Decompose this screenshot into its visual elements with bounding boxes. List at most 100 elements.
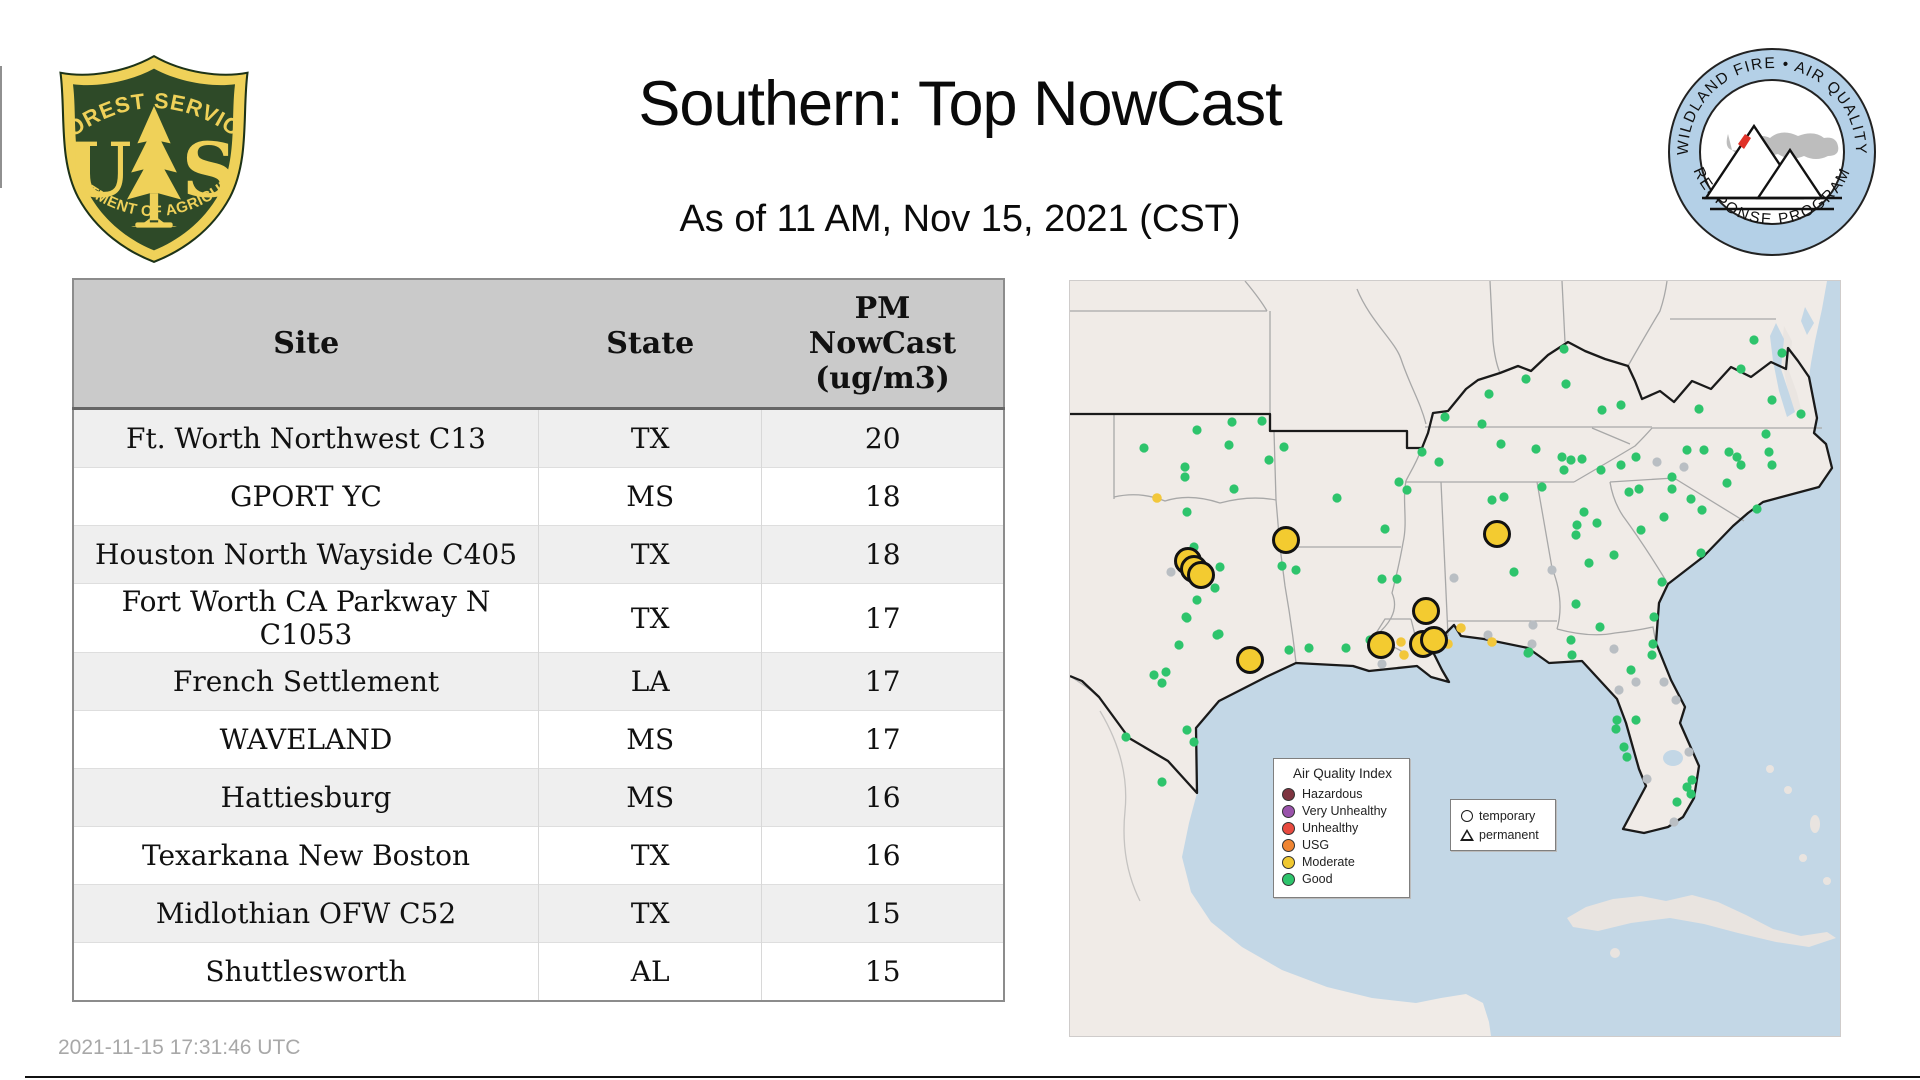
good-monitor-dot [1557,452,1567,462]
good-monitor-dot [1682,445,1692,455]
good-monitor-dot [1214,629,1224,639]
state-cell: MS [537,467,762,526]
moderate-permanent-monitor-dot [1396,637,1406,647]
good-monitor-dot [1380,524,1390,534]
good-monitor-dot [1619,742,1629,752]
good-monitor-dot [1121,732,1131,742]
inactive-monitor-dot [1609,644,1619,654]
site-cell: Midlothian OFW C52 [73,884,539,943]
good-monitor-dot [1659,512,1669,522]
good-monitor-dot [1182,725,1192,735]
bottom-rule [25,1076,1920,1078]
state-cell: TX [537,826,762,885]
moderate-temporary-monitor-circle [1367,631,1395,659]
legend-swatch-icon [1282,804,1295,818]
value-cell: 16 [761,826,1004,885]
value-cell: 16 [761,768,1004,827]
good-monitor-dot [1567,650,1577,660]
good-monitor-dot [1732,452,1742,462]
generated-timestamp: 2021-11-15 17:31:46 UTC [58,1036,301,1059]
aqi-map: Air Quality Index Hazardous Very Unhealth… [1069,280,1841,1037]
good-monitor-dot [1584,558,1594,568]
table-row: Shuttlesworth AL 15 [73,942,1004,1001]
value-cell: 17 [761,652,1004,711]
table-row: Fort Worth CA Parkway N C1053 TX 17 [73,583,1004,653]
legend-swatch-icon [1282,872,1295,886]
good-monitor-dot [1631,715,1641,725]
inactive-monitor-dot [1527,639,1537,649]
cuba-and-islands [1567,326,1836,958]
good-monitor-dot [1749,335,1759,345]
good-monitor-dot [1224,440,1234,450]
inactive-monitor-dot [1614,685,1624,695]
site-cell: Ft. Worth Northwest C13 [73,408,539,468]
good-monitor-dot [1180,472,1190,482]
good-monitor-dot [1647,650,1657,660]
legend-item: USG [1282,838,1403,852]
state-cell: MS [537,768,762,827]
lake-okeechobee [1663,750,1683,766]
site-cell: Hattiesburg [73,768,539,827]
legend-item: Very Unhealthy [1282,804,1403,818]
forest-service-shield-icon: FOREST SERVICE U S DEPARTMENT OF AGRICUL… [42,32,249,263]
site-cell: Texarkana New Boston [73,826,539,885]
good-monitor-dot [1484,389,1494,399]
good-monitor-dot [1227,417,1237,427]
value-cell: 17 [761,710,1004,769]
good-monitor-dot [1392,574,1402,584]
forest-service-logo: FOREST SERVICE U S DEPARTMENT OF AGRICUL… [42,32,258,271]
good-monitor-dot [1417,447,1427,457]
good-monitor-dot [1736,364,1746,374]
good-monitor-dot [1736,460,1746,470]
moderate-temporary-monitor-circle [1412,597,1440,625]
good-monitor-dot [1686,494,1696,504]
good-monitor-dot [1595,622,1605,632]
good-monitor-dot [1648,639,1658,649]
good-monitor-dot [1139,443,1149,453]
inactive-monitor-dot [1652,457,1662,467]
good-monitor-dot [1624,487,1634,497]
aqi-map-canvas [1070,281,1840,1036]
good-monitor-dot [1667,484,1677,494]
good-monitor-dot [1616,460,1626,470]
good-monitor-dot [1561,379,1571,389]
good-monitor-dot [1509,567,1519,577]
good-monitor-dot [1667,472,1677,482]
good-monitor-dot [1764,447,1774,457]
good-monitor-dot [1264,455,1274,465]
good-monitor-dot [1499,492,1509,502]
good-monitor-dot [1189,737,1199,747]
state-cell: TX [537,525,762,584]
site-cell: French Settlement [73,652,539,711]
good-monitor-dot [1402,485,1412,495]
wfaqrp-ring-icon: WILDLAND FIRE • AIR QUALITY RESPONSE PRO… [1668,48,1876,256]
good-monitor-dot [1157,777,1167,787]
legend-swatch-icon [1282,787,1295,801]
legend-swatch-icon [1282,838,1295,852]
good-monitor-dot [1612,715,1622,725]
value-cell: 17 [761,583,1004,653]
state-cell: TX [537,884,762,943]
inactive-monitor-dot [1669,817,1679,827]
good-monitor-dot [1572,520,1582,530]
wfaqrp-logo: WILDLAND FIRE • AIR QUALITY RESPONSE PRO… [1666,46,1878,263]
inactive-monitor-dot [1528,620,1538,630]
legend-label: Moderate [1302,855,1355,869]
good-monitor-dot [1657,577,1667,587]
legend-label: Hazardous [1302,787,1363,801]
good-monitor-dot [1477,419,1487,429]
good-monitor-dot [1631,452,1641,462]
moderate-temporary-monitor-circle [1483,520,1511,548]
good-monitor-dot [1611,724,1621,734]
legend-item: Moderate [1282,855,1403,869]
page-subtitle: As of 11 AM, Nov 15, 2021 (CST) [679,198,1241,240]
col-header-state: State [538,279,762,410]
good-monitor-dot [1229,484,1239,494]
good-monitor-dot [1192,595,1202,605]
good-monitor-dot [1609,550,1619,560]
symbol-legend: temporary permanent [1450,799,1556,851]
table-row: Texarkana New Boston TX 16 [73,826,1004,885]
state-cell: MS [537,710,762,769]
inactive-monitor-dot [1547,565,1557,575]
good-monitor-dot [1636,525,1646,535]
